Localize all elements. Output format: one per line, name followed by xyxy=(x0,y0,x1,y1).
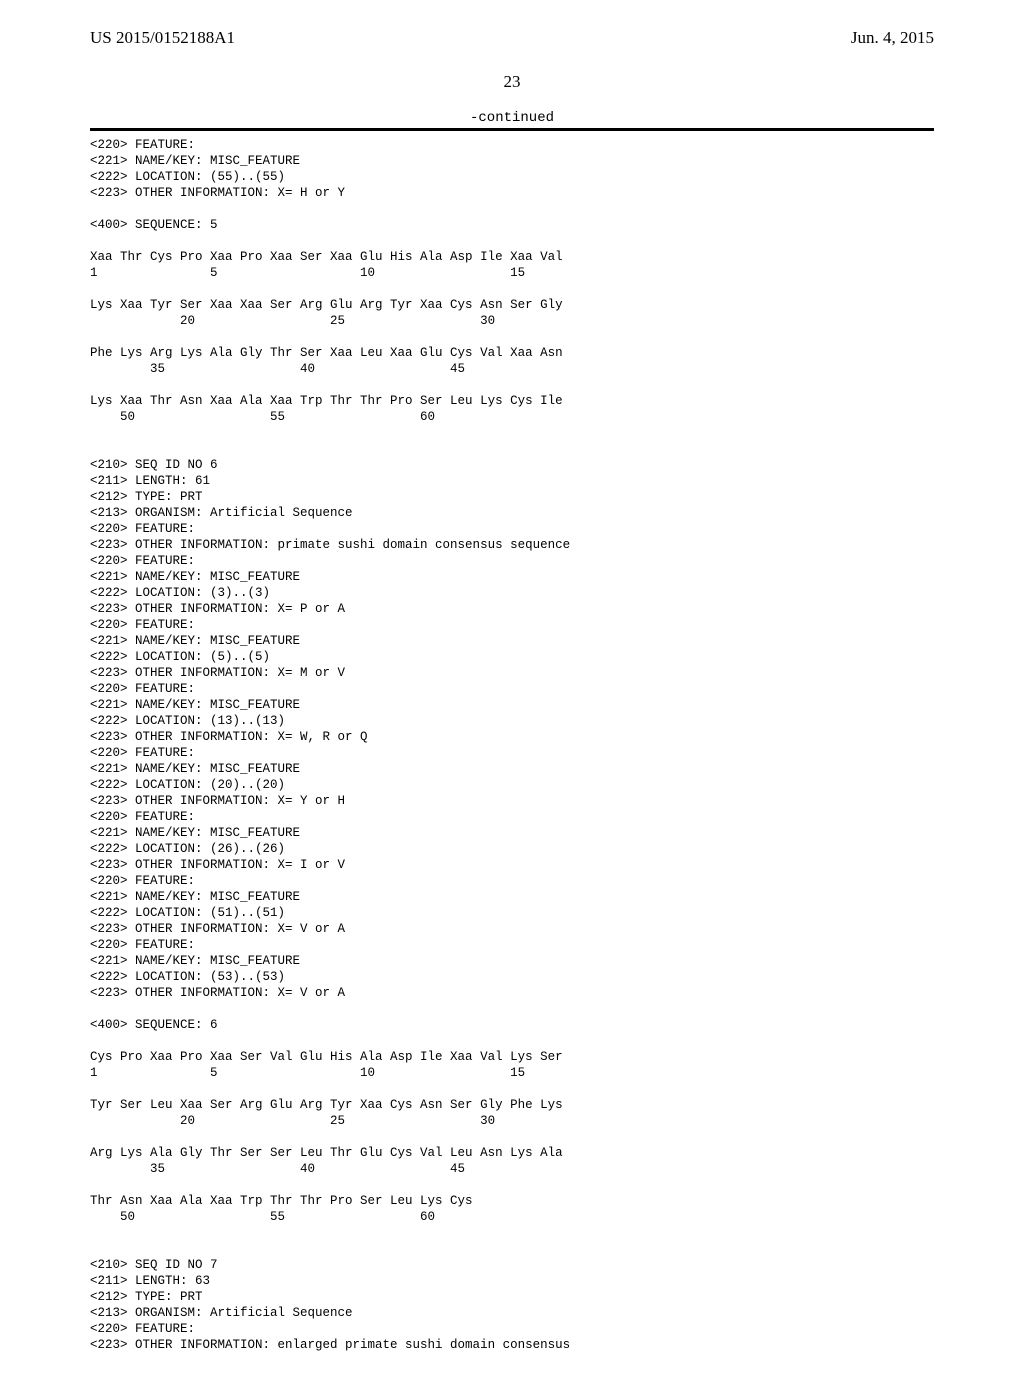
publication-number: US 2015/0152188A1 xyxy=(90,28,235,48)
page-number: 23 xyxy=(90,72,934,92)
continued-label: -continued xyxy=(90,110,934,126)
publication-date: Jun. 4, 2015 xyxy=(851,28,934,48)
page-container: US 2015/0152188A1 Jun. 4, 2015 23 -conti… xyxy=(0,0,1024,1393)
page-header: US 2015/0152188A1 Jun. 4, 2015 xyxy=(90,28,934,48)
horizontal-rule xyxy=(90,128,934,131)
sequence-listing: <220> FEATURE: <221> NAME/KEY: MISC_FEAT… xyxy=(90,137,934,1353)
